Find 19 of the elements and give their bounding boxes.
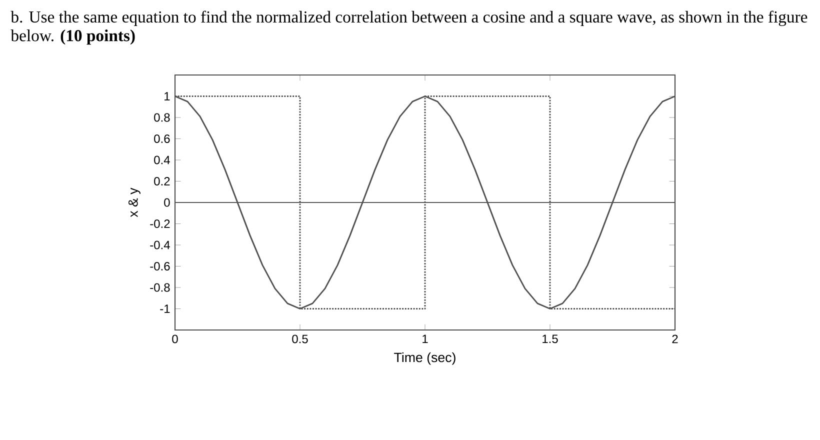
x-tick-label: 1.5 [542,334,558,344]
y-axis-title: x & y [128,188,140,218]
chart-title: b. Use the same equation to find the normalized correlation between a cosine and a square wave, as shown in the figure below. (10 points) [10,10,808,45]
x-tick-label: 2 [672,334,678,344]
y-tick-label: 0 [164,198,170,207]
y-tick-label: 0.2 [154,176,170,186]
y-tick-label: 0.8 [154,113,170,122]
x-tick-label: 0.5 [292,334,308,344]
y-tick-label: -1 [160,304,170,313]
y-tick-label: 0.4 [154,156,170,164]
y-tick-label: -0.4 [150,240,170,250]
y-tick-label: 1 [164,92,170,100]
x-tick-label: 0 [172,334,178,344]
x-axis-title: Time (sec) [394,352,456,365]
x-tick-label: 1 [422,334,428,343]
y-tick-label: -0.2 [150,219,170,228]
y-tick-label: -0.8 [150,283,170,292]
y-tick-label: 0.6 [154,134,170,144]
y-tick-label: -0.6 [150,262,170,271]
